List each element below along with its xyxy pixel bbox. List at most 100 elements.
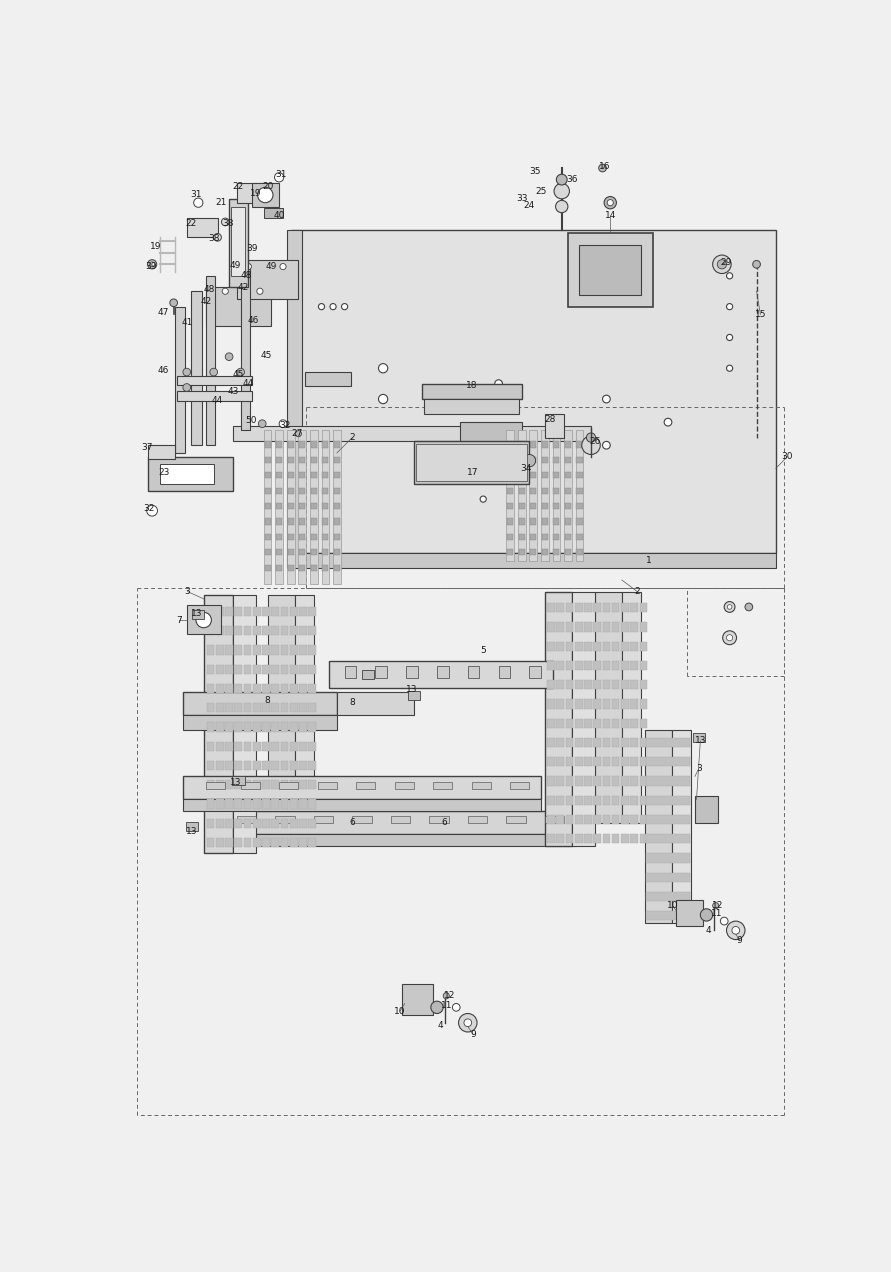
- Polygon shape: [564, 430, 572, 561]
- Bar: [323, 487, 329, 494]
- Bar: [308, 838, 316, 847]
- Circle shape: [554, 183, 569, 198]
- Bar: [602, 622, 610, 632]
- Bar: [299, 565, 306, 571]
- Bar: [290, 799, 298, 809]
- Bar: [542, 534, 548, 539]
- Bar: [542, 441, 548, 448]
- Polygon shape: [237, 261, 298, 299]
- Bar: [262, 607, 270, 616]
- Bar: [244, 761, 251, 770]
- Polygon shape: [298, 430, 307, 584]
- Circle shape: [727, 604, 732, 609]
- Bar: [234, 819, 242, 828]
- Bar: [276, 502, 282, 509]
- Text: 31: 31: [191, 191, 201, 200]
- Circle shape: [274, 173, 283, 182]
- Bar: [334, 502, 340, 509]
- Bar: [429, 815, 448, 823]
- Bar: [640, 719, 647, 728]
- Bar: [621, 738, 629, 747]
- Text: 42: 42: [237, 282, 249, 291]
- Bar: [593, 757, 601, 766]
- Bar: [565, 472, 571, 478]
- Bar: [234, 722, 242, 731]
- Text: 13: 13: [695, 736, 706, 745]
- Polygon shape: [287, 230, 302, 569]
- Polygon shape: [233, 595, 256, 854]
- Bar: [305, 373, 351, 385]
- Text: 46: 46: [248, 315, 259, 326]
- Circle shape: [183, 384, 191, 392]
- Text: 36: 36: [566, 176, 577, 184]
- Bar: [311, 472, 317, 478]
- Bar: [584, 795, 592, 805]
- Bar: [647, 834, 690, 843]
- Bar: [299, 819, 307, 828]
- Text: 10: 10: [395, 1006, 405, 1015]
- Bar: [207, 607, 215, 616]
- Bar: [584, 776, 592, 786]
- Circle shape: [210, 368, 217, 377]
- Bar: [647, 795, 690, 805]
- Circle shape: [464, 1019, 471, 1027]
- Bar: [216, 665, 224, 674]
- Circle shape: [431, 1001, 443, 1014]
- Bar: [281, 742, 289, 750]
- Bar: [265, 441, 271, 448]
- Bar: [575, 776, 583, 786]
- Circle shape: [495, 380, 503, 388]
- Polygon shape: [183, 715, 337, 730]
- Bar: [265, 472, 271, 478]
- Bar: [565, 457, 571, 463]
- Bar: [640, 681, 647, 689]
- Bar: [272, 819, 279, 828]
- Bar: [511, 782, 529, 790]
- Bar: [547, 641, 555, 651]
- Bar: [244, 780, 251, 790]
- Bar: [232, 206, 245, 276]
- Bar: [640, 622, 647, 632]
- Bar: [575, 681, 583, 689]
- Bar: [234, 645, 242, 655]
- Polygon shape: [206, 287, 272, 326]
- Bar: [612, 700, 619, 709]
- Bar: [207, 780, 215, 790]
- Bar: [602, 661, 610, 670]
- Polygon shape: [518, 430, 526, 561]
- Bar: [530, 472, 536, 478]
- Bar: [640, 757, 647, 766]
- Bar: [276, 519, 282, 524]
- Bar: [234, 838, 242, 847]
- Bar: [207, 645, 215, 655]
- Circle shape: [726, 304, 732, 309]
- Circle shape: [713, 256, 732, 273]
- Bar: [530, 550, 536, 556]
- Text: 44: 44: [242, 379, 254, 388]
- Bar: [630, 603, 638, 612]
- Bar: [556, 795, 564, 805]
- Bar: [553, 519, 560, 524]
- Bar: [602, 641, 610, 651]
- Circle shape: [183, 368, 191, 377]
- Circle shape: [713, 903, 719, 908]
- Bar: [566, 661, 573, 670]
- Bar: [565, 519, 571, 524]
- Bar: [542, 502, 548, 509]
- Bar: [299, 441, 306, 448]
- Bar: [530, 441, 536, 448]
- Bar: [207, 703, 215, 712]
- Polygon shape: [275, 430, 283, 584]
- Circle shape: [664, 418, 672, 426]
- Bar: [566, 738, 573, 747]
- Bar: [556, 719, 564, 728]
- Bar: [288, 487, 294, 494]
- Polygon shape: [675, 899, 703, 926]
- Bar: [334, 472, 340, 478]
- Polygon shape: [595, 591, 622, 823]
- Bar: [602, 776, 610, 786]
- Bar: [225, 780, 233, 790]
- Bar: [576, 534, 583, 539]
- Bar: [318, 782, 337, 790]
- Bar: [602, 681, 610, 689]
